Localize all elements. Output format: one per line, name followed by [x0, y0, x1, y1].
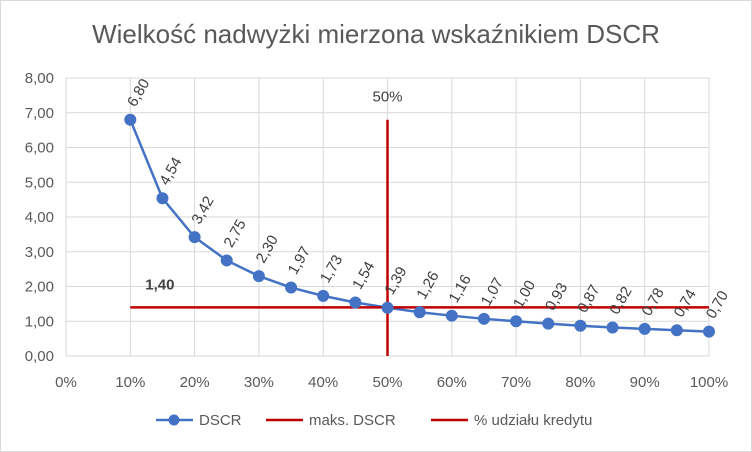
legend-max-dscr-label: maks. DSCR [309, 412, 396, 429]
x-tick-label: 40% [308, 374, 338, 391]
dscr-point [542, 317, 555, 330]
dscr-data-label: 1,16 [446, 272, 475, 306]
legend-dscr-marker [168, 414, 180, 426]
dscr-data-label: 1,54 [349, 259, 378, 293]
dscr-point [703, 325, 715, 338]
loan-share-label: 50% [372, 89, 402, 106]
x-tick-label: 60% [437, 374, 467, 391]
dscr-point [124, 113, 137, 126]
y-tick-label: 0,00 [25, 348, 54, 365]
chart-title: Wielkość nadwyżki mierzona wskaźnikiem D… [92, 19, 660, 49]
x-tick-label: 80% [565, 374, 595, 391]
dscr-data-label: 0,74 [671, 286, 700, 320]
x-tick-label: 30% [244, 374, 274, 391]
x-tick-label: 20% [180, 374, 210, 391]
dscr-point [252, 270, 265, 283]
y-tick-label: 3,00 [25, 244, 54, 261]
x-tick-label: 70% [501, 374, 531, 391]
dscr-data-label: 4,54 [156, 154, 185, 188]
x-tick-label: 100% [690, 374, 728, 391]
dscr-data-label: 6,80 [124, 76, 153, 110]
y-tick-label: 7,00 [25, 105, 54, 122]
dscr-data-label: 2,75 [220, 217, 249, 251]
dscr-point [156, 192, 169, 205]
dscr-point [606, 321, 619, 334]
dscr-data-label: 2,30 [253, 232, 282, 266]
dscr-point [510, 315, 523, 328]
dscr-point [285, 281, 298, 294]
dscr-point [638, 322, 651, 335]
dscr-point [381, 301, 394, 314]
max-dscr-label: 1,40 [145, 276, 174, 293]
dscr-data-label: 1,39 [381, 264, 410, 298]
dscr-data-label: 1,97 [285, 244, 314, 278]
dscr-point [445, 309, 458, 322]
dscr-data-label: 3,42 [188, 193, 217, 227]
dscr-data-label: 0,87 [574, 282, 603, 316]
dscr-point [670, 324, 683, 337]
x-tick-label: 90% [630, 374, 660, 391]
y-tick-label: 1,00 [25, 313, 54, 330]
dscr-point [220, 254, 233, 267]
dscr-point [317, 289, 330, 302]
y-tick-label: 4,00 [25, 209, 54, 226]
dscr-point [574, 319, 587, 332]
dscr-data-label: 1,07 [478, 275, 507, 309]
dscr-point [477, 312, 490, 325]
x-tick-label: 0% [55, 374, 77, 391]
dscr-point [188, 231, 201, 244]
y-tick-label: 5,00 [25, 174, 54, 191]
dscr-point [349, 296, 362, 309]
dscr-data-label: 0,78 [638, 285, 667, 319]
dscr-data-label: 1,26 [413, 268, 442, 302]
legend-loan-share-label: % udziału kredytu [474, 412, 592, 429]
dscr-data-label: 0,93 [542, 280, 571, 314]
dscr-data-label: 0,70 [703, 288, 732, 322]
dscr-data-label: 1,73 [317, 252, 346, 286]
y-tick-label: 2,00 [25, 279, 54, 296]
y-tick-label: 6,00 [25, 140, 54, 157]
dscr-point [413, 306, 426, 319]
x-tick-label: 50% [372, 374, 402, 391]
x-tick-label: 10% [115, 374, 145, 391]
dscr-data-label: 0,82 [606, 284, 635, 318]
y-tick-label: 8,00 [25, 70, 54, 87]
legend-dscr-label: DSCR [199, 412, 242, 429]
